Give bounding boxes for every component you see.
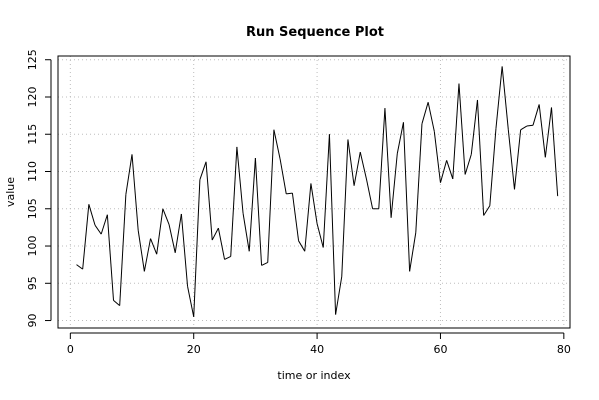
series-segment [199,161,207,180]
series-segment [298,240,306,252]
series-segment [446,160,454,180]
plot-frame [57,55,571,329]
series-segment [427,102,435,132]
series-segment [452,83,460,179]
series-segment [396,122,404,154]
y-tick-label: 105 [26,198,39,219]
series-segment [470,99,478,155]
series-segment [286,192,293,195]
y-tick-label: 95 [26,276,39,290]
series-segment [88,204,96,226]
series-segment [242,213,250,252]
series-segment [113,300,121,307]
x-tick-label: 80 [557,343,571,356]
series-segment [156,208,164,255]
series-segment [415,123,423,233]
grid-lines [58,56,570,328]
series-segment [174,213,182,253]
x-tick-label: 40 [310,343,324,356]
series-segment [131,154,139,231]
series-segment [143,238,152,272]
series-segment [236,146,244,214]
series-segment [100,214,108,235]
series-segment [353,152,361,186]
series-segment [187,286,195,317]
series-segment [125,154,133,195]
series-segment [402,122,411,272]
series-layer [76,66,559,317]
series-segment [322,134,330,248]
series-segment [119,194,127,306]
series-segment [483,205,491,216]
series-segment [316,223,324,248]
y-axis: 90 95 100 105 110 115 120 125 [26,49,52,328]
y-tick-label: 125 [26,49,39,70]
y-tick-label: 120 [26,86,39,107]
series-segment [341,139,349,277]
series-segment [532,104,540,126]
series-segment [390,153,398,218]
series-segment [261,261,268,266]
series-segment [76,264,83,270]
series-segment [150,238,158,255]
series-segment [495,66,503,129]
series-segment [384,108,392,218]
y-tick-label: 115 [26,124,39,145]
x-axis-label: time or index [277,369,351,382]
series-segment [513,129,522,190]
series-segment [378,108,386,209]
x-tick-label: 20 [187,343,201,356]
series-segment [526,124,534,127]
series-segment [273,129,281,159]
series-segment [310,183,318,224]
x-tick-label: 0 [67,343,74,356]
series-segment [211,227,219,241]
series-segment [409,232,417,272]
series-segment [359,152,367,180]
series-segment [433,131,441,183]
series-segment [224,256,231,260]
series-segment [94,224,102,235]
chart-title: Run Sequence Plot [246,25,384,40]
series-segment [421,102,429,124]
series-segment [137,230,145,272]
series-segment [82,204,90,270]
series-segment [217,228,226,260]
series-segment [439,160,448,183]
series-segment [476,99,485,216]
series-segment [464,154,472,175]
y-tick-label: 110 [26,161,39,182]
series-segment [544,107,552,158]
series-segment [335,276,343,315]
series-segment [254,158,263,266]
series-segment [248,158,256,252]
series-segment [168,224,176,253]
series-segment [538,104,546,158]
y-axis-label: value [4,177,17,207]
y-tick-label: 100 [26,236,39,257]
series-segment [501,66,509,130]
y-tick-label: 90 [26,314,39,328]
series-segment [550,107,559,197]
series-segment [193,179,201,317]
x-tick-label: 60 [433,343,447,356]
series-segment [162,208,170,225]
series-segment [328,134,337,315]
series-segment [267,129,275,263]
series-segment [205,161,213,241]
series-segment [520,125,528,131]
series-segment [347,139,355,186]
x-axis: 0 20 40 60 80 [67,332,571,356]
series-segment [507,129,515,190]
series-segment [458,83,466,175]
series-segment [365,178,374,209]
series-segment [279,158,287,194]
series-segment [230,146,238,257]
series-segment [180,213,189,287]
series-segment [106,214,115,301]
series-segment [489,128,497,206]
series-segment [304,183,312,252]
series-segment [291,193,300,241]
